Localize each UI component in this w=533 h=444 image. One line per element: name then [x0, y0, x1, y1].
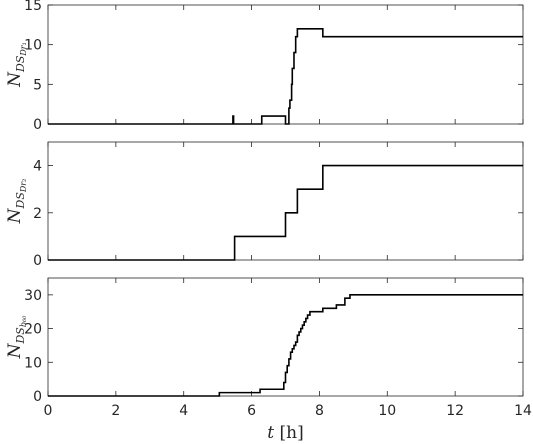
x-tick-label: 0: [44, 403, 53, 419]
x-tick-label: 2: [111, 403, 120, 419]
x-axis-label: t [h]: [267, 423, 303, 443]
y-tick-label: 20: [24, 322, 42, 338]
axes-box: [47, 277, 524, 397]
y-tick-label: 0: [33, 117, 42, 133]
subplot-2: 0 2 4 NDSDr₂: [5, 141, 524, 269]
x-tick-label: 4: [179, 403, 188, 419]
y-axis-label: NDSb₆₀: [5, 315, 28, 360]
y-axis-label: NDSDr₂: [5, 179, 28, 225]
y-tick-label: 4: [33, 159, 42, 175]
y-tick-label: 30: [24, 288, 42, 304]
axes-box: [47, 141, 524, 261]
x-tick-label: 14: [514, 403, 532, 419]
x-tick-label: 6: [247, 403, 256, 419]
subplot-3: 0 2 4 6 8 10 12 14 0 10 20 30 NDSb₆₀ t [h]: [5, 277, 532, 443]
y-tick-label: 15: [24, 0, 42, 14]
y-tick-label: 10: [24, 38, 42, 54]
y-tick-label: 0: [33, 389, 42, 405]
subplot-1: 0 5 10 15 NDSDr₁: [5, 0, 524, 133]
x-tick-label: 8: [315, 403, 324, 419]
y-axis-label: NDSDr₁: [5, 42, 28, 88]
axes-box: [47, 4, 524, 125]
y-tick-label: 5: [33, 77, 42, 93]
y-tick-label: 2: [33, 206, 42, 222]
series-line: [48, 27, 523, 125]
series-line: [48, 164, 523, 261]
y-tick-label: 0: [33, 253, 42, 269]
x-tick-label: 10: [378, 403, 396, 419]
series-line: [48, 294, 523, 397]
y-tick-label: 10: [24, 355, 42, 371]
x-tick-label: 12: [446, 403, 464, 419]
